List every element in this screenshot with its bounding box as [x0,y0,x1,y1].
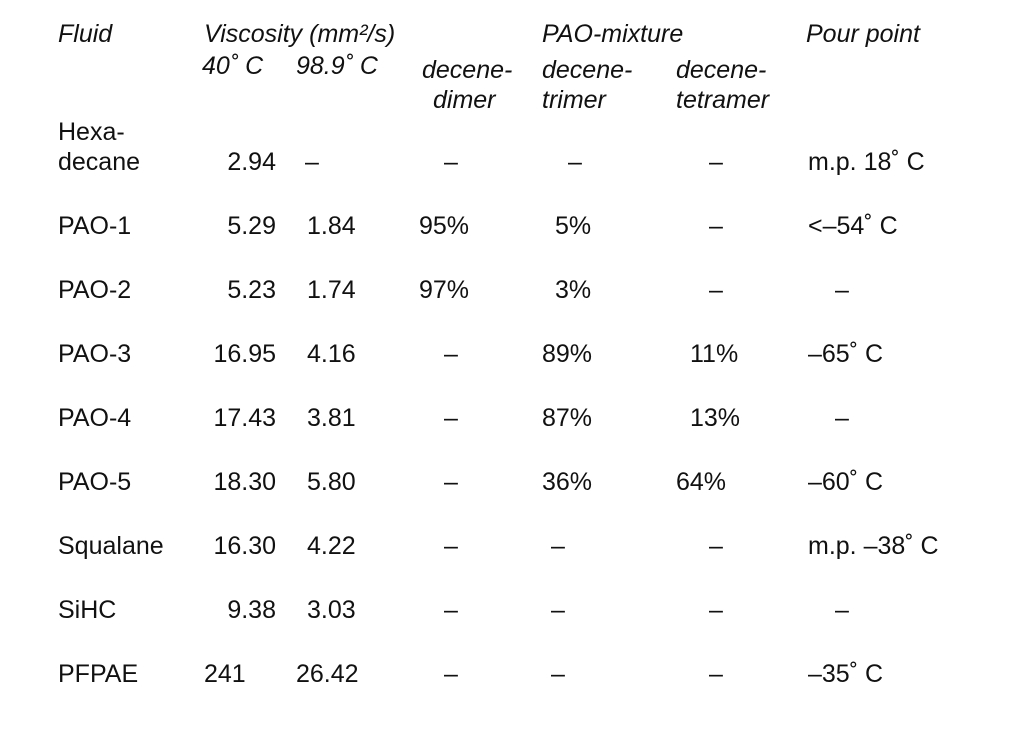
viscosity-98: – [305,148,319,176]
viscosity-40: 16.30 [213,532,276,560]
decene-tetramer-value: – [709,596,723,624]
header-decene-trimer-line1: decene- [542,56,633,84]
fluid-name: PAO-4 [58,404,132,432]
decene-dimer-value: – [444,468,458,496]
decene-trimer-value: 36% [542,468,593,496]
viscosity-40: 16.95 [213,340,276,368]
pour-point-value: – [835,404,849,432]
decene-trimer-value: 87% [542,404,593,432]
viscosity-40: 9.38 [227,596,276,624]
fluid-name: SiHC [58,596,117,624]
decene-trimer-value: – [551,660,565,688]
fluid-name: PAO-3 [58,340,132,368]
pour-point-value: m.p. 18˚ C [808,148,925,176]
header-decene-dimer-line2: dimer [433,86,496,114]
fluid-name: Hexa- [58,118,125,146]
decene-tetramer-value: 11% [690,340,739,368]
pour-point-value: –35˚ C [808,660,884,688]
pour-point-value: – [835,596,849,624]
decene-tetramer-value: – [709,660,723,688]
viscosity-98: 1.74 [307,276,356,304]
decene-tetramer-value: – [709,148,723,176]
header-decene-tetramer-line2: tetramer [676,86,770,114]
decene-trimer-value: 89% [542,340,593,368]
pour-point-value: – [835,276,849,304]
decene-trimer-value: – [551,532,565,560]
header-fluid: Fluid [58,20,113,48]
decene-tetramer-value: 64% [676,468,727,496]
pour-point-value: –65˚ C [808,340,884,368]
pour-point-value: <–54˚ C [808,212,898,240]
header-decene-trimer-line2: trimer [542,86,606,114]
header-decene-tetramer-line1: decene- [676,56,767,84]
decene-trimer-value: – [568,148,582,176]
header-pao-mixture: PAO-mixture [542,20,684,48]
viscosity-98: 3.81 [307,404,356,432]
decene-trimer-value: 5% [555,212,592,240]
pour-point-value: m.p. –38˚ C [808,532,939,560]
decene-trimer-value: – [551,596,565,624]
decene-dimer-value: – [444,340,458,368]
viscosity-98: 4.22 [307,532,356,560]
decene-tetramer-value: 13% [690,404,741,432]
decene-tetramer-value: – [709,212,723,240]
viscosity-98: 4.16 [307,340,356,368]
viscosity-40: 241 [204,660,246,688]
decene-dimer-value: – [444,404,458,432]
decene-dimer-value: – [444,148,458,176]
viscosity-40: 2.94 [227,148,276,176]
decene-dimer-value: – [444,532,458,560]
fluid-name: PAO-1 [58,212,132,240]
viscosity-98: 5.80 [307,468,356,496]
decene-dimer-value: 97% [419,276,470,304]
header-decene-dimer-line1: decene- [422,56,513,84]
decene-trimer-value: 3% [555,276,592,304]
viscosity-40: 18.30 [213,468,276,496]
decene-dimer-value: – [444,596,458,624]
decene-tetramer-value: – [709,276,723,304]
viscosity-98: 3.03 [307,596,356,624]
fluid-name: PAO-5 [58,468,132,496]
pour-point-value: –60˚ C [808,468,884,496]
header-viscosity: Viscosity (mm²/s) [204,20,396,48]
header-temp-98: 98.9˚ C [296,52,378,80]
viscosity-98: 26.42 [296,660,359,688]
viscosity-40: 5.23 [227,276,276,304]
viscosity-98: 1.84 [307,212,356,240]
header-pour-point: Pour point [806,20,920,48]
decene-tetramer-value: – [709,532,723,560]
fluid-name: PAO-2 [58,276,132,304]
viscosity-40: 5.29 [227,212,276,240]
viscosity-40: 17.43 [213,404,276,432]
decene-dimer-value: – [444,660,458,688]
fluid-name: Squalane [58,532,164,560]
header-temp-40: 40˚ C [202,52,264,80]
decene-dimer-value: 95% [419,212,470,240]
fluid-name: decane [58,148,141,176]
fluid-name: PFPAE [58,660,139,688]
